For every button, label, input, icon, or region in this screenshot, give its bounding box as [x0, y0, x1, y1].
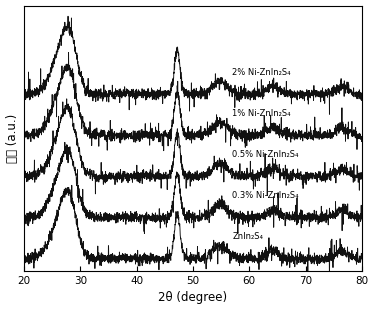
- Text: ZnIn₂S₄: ZnIn₂S₄: [232, 232, 263, 241]
- Text: 1% Ni-ZnIn₂S₄: 1% Ni-ZnIn₂S₄: [232, 109, 291, 118]
- Text: 2% Ni-ZnIn₂S₄: 2% Ni-ZnIn₂S₄: [232, 68, 291, 77]
- Text: 0.3% Ni-ZnIn₂S₄: 0.3% Ni-ZnIn₂S₄: [232, 191, 299, 200]
- Text: 0.5% Ni-ZnIn₂S₄: 0.5% Ni-ZnIn₂S₄: [232, 150, 299, 159]
- X-axis label: 2θ (degree): 2θ (degree): [159, 291, 227, 304]
- Y-axis label: 强度 (a.u.): 强度 (a.u.): [6, 114, 19, 163]
